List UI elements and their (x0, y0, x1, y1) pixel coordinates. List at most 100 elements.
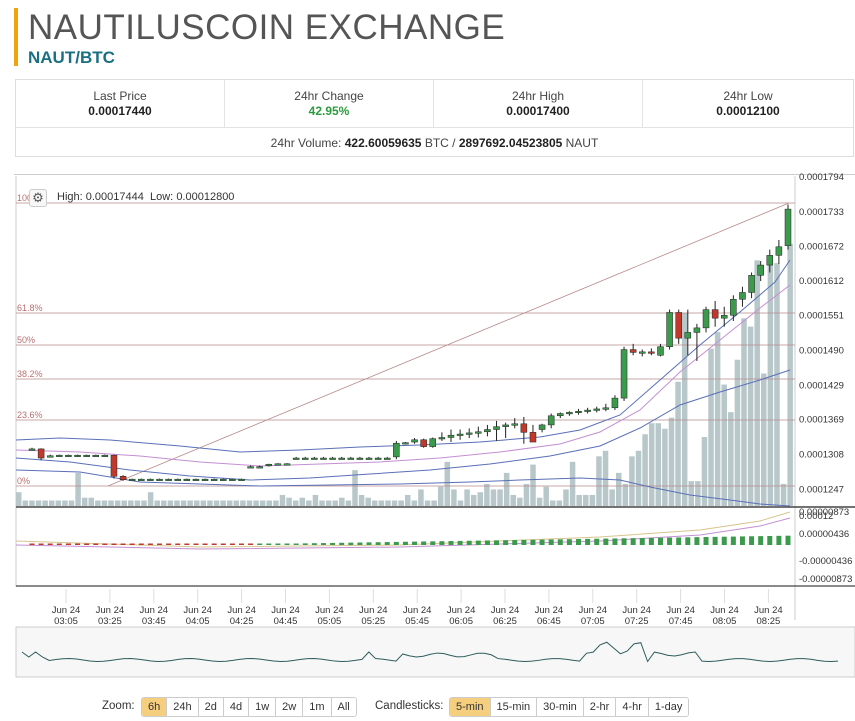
stat-value: 0.00017440 (88, 104, 152, 118)
zoom-2d-button[interactable]: 2d (198, 698, 224, 716)
time-tick-date: Jun 24 (96, 605, 125, 616)
candles-1day-button[interactable]: 1-day (648, 698, 689, 716)
macd-histogram-bar (129, 543, 135, 545)
macd-histogram-bar (503, 540, 509, 545)
candle-body (365, 457, 373, 460)
stat-value: 0.00017400 (506, 104, 570, 118)
candle-body (302, 457, 309, 460)
candle-body (675, 312, 682, 339)
volume-bar (358, 494, 365, 506)
candle-body (557, 413, 564, 417)
candle-body (37, 448, 45, 459)
candles-2hr-button[interactable]: 2-hr (583, 698, 617, 716)
volume-bar (662, 428, 668, 506)
candle-body (28, 448, 36, 451)
zoom-all-button[interactable]: All (331, 698, 356, 716)
macd-histogram-bar (412, 541, 418, 545)
volume-bar (246, 500, 253, 506)
macd-histogram-bar (739, 536, 745, 545)
zoom-24h-button[interactable]: 24h (167, 698, 199, 716)
ma-line (15, 284, 791, 467)
macd-histogram-bar (93, 543, 99, 545)
fib-level-label: 100% (17, 193, 40, 203)
stat-last-price: Last Price 0.00017440 (16, 80, 225, 127)
candle-body (411, 439, 418, 443)
zoom-2w-button[interactable]: 2w (276, 698, 304, 716)
candle-body (575, 410, 582, 413)
fib-level-label: 38.2% (17, 369, 43, 379)
high-label: High: (57, 191, 83, 203)
candle-body (648, 351, 655, 354)
time-tick-date: Jun 24 (447, 605, 476, 616)
candle-body (766, 255, 774, 266)
macd-histogram-bar (348, 542, 354, 545)
volume-bar (774, 263, 780, 506)
volume-bar (754, 260, 760, 506)
volume-bar (273, 500, 279, 506)
zoom-1w-button[interactable]: 1w (249, 698, 277, 716)
candle-body (338, 457, 345, 460)
price-chart[interactable]: 100% 61.8% 50% 38.2% 23.6% 0% 0.0001794 0.0001… (0, 0, 855, 690)
candles-5min-button[interactable]: 5-min (450, 698, 491, 716)
volume-bar (411, 500, 418, 506)
macd-histogram-bar (384, 542, 390, 545)
zoom-4d-button[interactable]: 4d (223, 698, 250, 716)
macd-histogram-bar (166, 543, 172, 545)
volume-bar (312, 494, 319, 506)
volume-bar (114, 500, 121, 506)
volume-bar (22, 500, 29, 506)
candle-body (183, 478, 191, 481)
volume-bar (470, 494, 477, 506)
volume-bar (609, 489, 615, 506)
time-tick-date: Jun 24 (52, 605, 81, 616)
macd-histogram-bar (521, 539, 527, 545)
stats-divider (16, 127, 853, 128)
macd-histogram-bar (703, 537, 709, 545)
settings-gear-icon[interactable]: ⚙ (29, 189, 47, 207)
volume-bar (543, 486, 549, 506)
navigator-line (21, 641, 839, 663)
candle-body (92, 454, 100, 457)
candle-body (602, 407, 610, 410)
volume-bar (503, 472, 510, 506)
volume-bar (108, 500, 114, 506)
fib-level-label: 50% (17, 335, 35, 345)
macd-histogram-bar (530, 539, 536, 545)
volume-bar (596, 456, 602, 506)
candle-body (484, 429, 491, 433)
time-tick-time: 07:25 (625, 616, 649, 627)
stat-24hr-high: 24hr High 0.00017400 (434, 80, 643, 127)
macd-histogram-bar (47, 543, 53, 545)
volume-bar (134, 500, 141, 506)
macd-histogram-bar (657, 537, 663, 545)
volume-bar (345, 500, 352, 506)
stat-24hr-change: 24hr Change 42.95% (225, 80, 434, 127)
volume-bar (464, 489, 470, 506)
macd-histogram-bar (330, 542, 336, 545)
stat-label: 24hr Change (294, 89, 364, 103)
macd-histogram-bar (275, 543, 281, 545)
time-tick-date: Jun 24 (271, 605, 300, 616)
macd-histogram-bar (339, 542, 345, 545)
candles-15min-button[interactable]: 15-min (490, 698, 538, 716)
title-accent-bar (14, 8, 18, 66)
price-tick-label: 0.0001794 (799, 172, 844, 183)
candle-body (110, 454, 118, 477)
volume-bar (635, 450, 642, 506)
macd-histogram-bar (293, 543, 299, 545)
fib-trend-line (107, 202, 790, 487)
macd-histogram-bar (366, 542, 372, 545)
zoom-6h-button[interactable]: 6h (142, 698, 168, 716)
candle-body (666, 312, 673, 347)
zoom-1m-button[interactable]: 1m (303, 698, 332, 716)
volume-bar (602, 450, 609, 506)
volume-bar (688, 481, 695, 506)
volume-bar (174, 500, 180, 506)
volume-bar (372, 500, 378, 506)
candles-30min-button[interactable]: 30-min (537, 698, 584, 716)
candle-body (320, 457, 327, 460)
candle-body (83, 454, 90, 457)
volume-bar (668, 417, 675, 506)
candles-4hr-button[interactable]: 4-hr (616, 698, 649, 716)
candle-body (283, 463, 291, 466)
